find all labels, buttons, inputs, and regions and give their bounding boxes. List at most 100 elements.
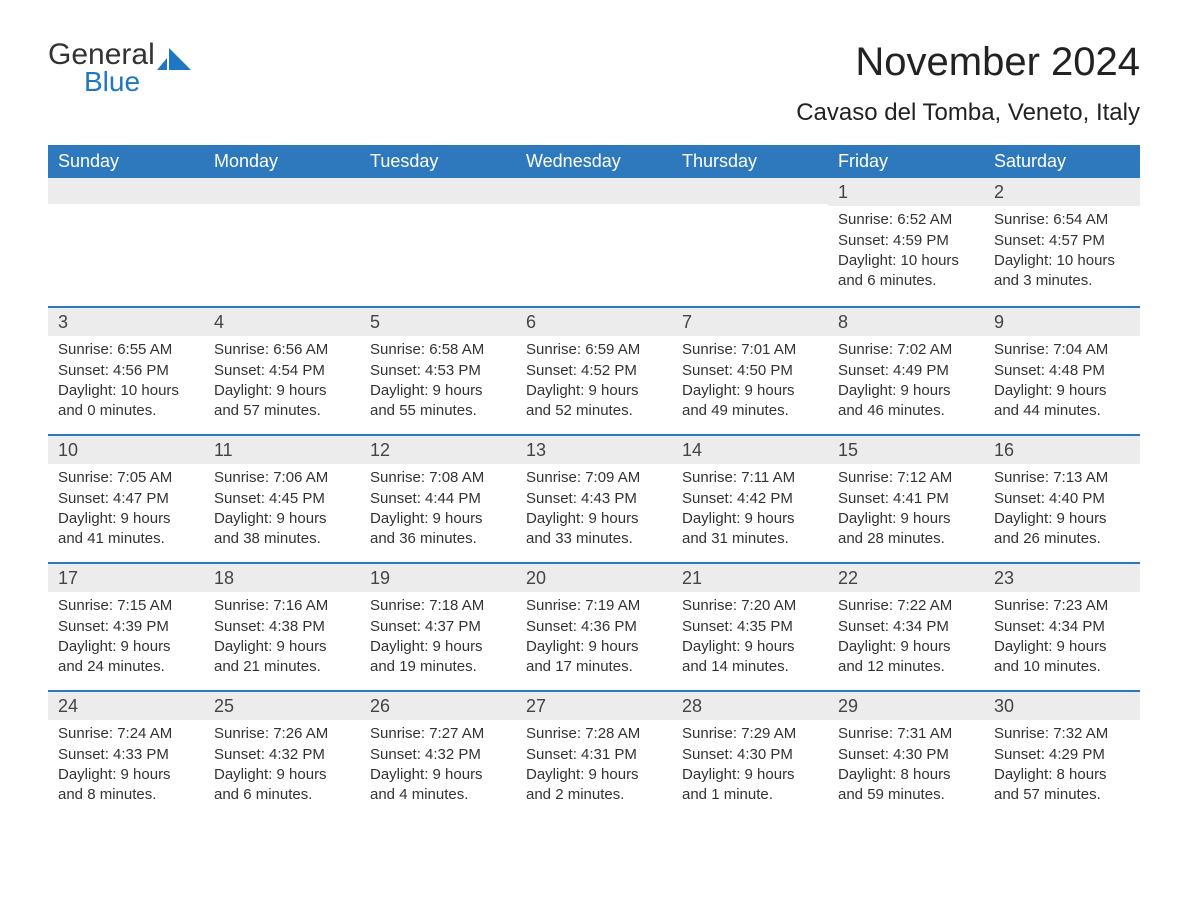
day-number: 8 bbox=[828, 308, 984, 336]
day-cell: 20Sunrise: 7:19 AMSunset: 4:36 PMDayligh… bbox=[516, 564, 672, 690]
sunrise-line: Sunrise: 7:13 AM bbox=[994, 468, 1130, 488]
day-body: Sunrise: 7:31 AMSunset: 4:30 PMDaylight:… bbox=[828, 720, 984, 817]
daylight-line-2: and 4 minutes. bbox=[370, 785, 506, 805]
sunset-line: Sunset: 4:32 PM bbox=[214, 745, 350, 765]
day-cell: 2Sunrise: 6:54 AMSunset: 4:57 PMDaylight… bbox=[984, 178, 1140, 306]
sunrise-line: Sunrise: 7:08 AM bbox=[370, 468, 506, 488]
day-cell: 10Sunrise: 7:05 AMSunset: 4:47 PMDayligh… bbox=[48, 436, 204, 562]
day-body: Sunrise: 7:18 AMSunset: 4:37 PMDaylight:… bbox=[360, 592, 516, 689]
sunset-line: Sunset: 4:32 PM bbox=[370, 745, 506, 765]
day-number: 1 bbox=[828, 178, 984, 206]
empty-day-bar bbox=[48, 178, 204, 204]
day-body: Sunrise: 7:01 AMSunset: 4:50 PMDaylight:… bbox=[672, 336, 828, 433]
day-number: 26 bbox=[360, 692, 516, 720]
daylight-line-2: and 44 minutes. bbox=[994, 401, 1130, 421]
day-cell: 15Sunrise: 7:12 AMSunset: 4:41 PMDayligh… bbox=[828, 436, 984, 562]
daylight-line-1: Daylight: 9 hours bbox=[994, 381, 1130, 401]
daylight-line-2: and 21 minutes. bbox=[214, 657, 350, 677]
sunset-line: Sunset: 4:59 PM bbox=[838, 231, 974, 251]
day-number: 3 bbox=[48, 308, 204, 336]
daylight-line-2: and 24 minutes. bbox=[58, 657, 194, 677]
daylight-line-1: Daylight: 9 hours bbox=[214, 381, 350, 401]
day-number: 14 bbox=[672, 436, 828, 464]
daylight-line-2: and 14 minutes. bbox=[682, 657, 818, 677]
logo-text-block: General Blue bbox=[48, 40, 191, 98]
daylight-line-1: Daylight: 9 hours bbox=[682, 637, 818, 657]
day-number: 17 bbox=[48, 564, 204, 592]
sunset-line: Sunset: 4:49 PM bbox=[838, 361, 974, 381]
day-cell: 22Sunrise: 7:22 AMSunset: 4:34 PMDayligh… bbox=[828, 564, 984, 690]
daylight-line-1: Daylight: 9 hours bbox=[370, 637, 506, 657]
day-cell: 9Sunrise: 7:04 AMSunset: 4:48 PMDaylight… bbox=[984, 308, 1140, 434]
day-cell bbox=[360, 178, 516, 306]
daylight-line-2: and 17 minutes. bbox=[526, 657, 662, 677]
daylight-line-1: Daylight: 9 hours bbox=[994, 509, 1130, 529]
sunset-line: Sunset: 4:54 PM bbox=[214, 361, 350, 381]
daylight-line-2: and 38 minutes. bbox=[214, 529, 350, 549]
day-number: 24 bbox=[48, 692, 204, 720]
sunrise-line: Sunrise: 6:54 AM bbox=[994, 210, 1130, 230]
day-cell: 23Sunrise: 7:23 AMSunset: 4:34 PMDayligh… bbox=[984, 564, 1140, 690]
day-cell: 8Sunrise: 7:02 AMSunset: 4:49 PMDaylight… bbox=[828, 308, 984, 434]
day-body: Sunrise: 7:20 AMSunset: 4:35 PMDaylight:… bbox=[672, 592, 828, 689]
day-body: Sunrise: 7:09 AMSunset: 4:43 PMDaylight:… bbox=[516, 464, 672, 561]
month-title: November 2024 bbox=[796, 40, 1140, 85]
day-cell: 16Sunrise: 7:13 AMSunset: 4:40 PMDayligh… bbox=[984, 436, 1140, 562]
day-number: 7 bbox=[672, 308, 828, 336]
day-body: Sunrise: 6:59 AMSunset: 4:52 PMDaylight:… bbox=[516, 336, 672, 433]
day-cell: 11Sunrise: 7:06 AMSunset: 4:45 PMDayligh… bbox=[204, 436, 360, 562]
sunset-line: Sunset: 4:34 PM bbox=[838, 617, 974, 637]
sunrise-line: Sunrise: 7:28 AM bbox=[526, 724, 662, 744]
day-cell: 18Sunrise: 7:16 AMSunset: 4:38 PMDayligh… bbox=[204, 564, 360, 690]
logo-word2: Blue bbox=[84, 66, 191, 98]
sunrise-line: Sunrise: 7:05 AM bbox=[58, 468, 194, 488]
day-cell: 14Sunrise: 7:11 AMSunset: 4:42 PMDayligh… bbox=[672, 436, 828, 562]
daylight-line-2: and 33 minutes. bbox=[526, 529, 662, 549]
empty-day-bar bbox=[516, 178, 672, 204]
empty-day-bar bbox=[360, 178, 516, 204]
day-body: Sunrise: 6:54 AMSunset: 4:57 PMDaylight:… bbox=[984, 206, 1140, 303]
day-number: 10 bbox=[48, 436, 204, 464]
sunrise-line: Sunrise: 7:09 AM bbox=[526, 468, 662, 488]
daylight-line-1: Daylight: 9 hours bbox=[682, 509, 818, 529]
daylight-line-1: Daylight: 9 hours bbox=[370, 765, 506, 785]
daylight-line-2: and 26 minutes. bbox=[994, 529, 1130, 549]
day-body: Sunrise: 7:13 AMSunset: 4:40 PMDaylight:… bbox=[984, 464, 1140, 561]
day-number: 19 bbox=[360, 564, 516, 592]
sunrise-line: Sunrise: 7:19 AM bbox=[526, 596, 662, 616]
day-cell: 12Sunrise: 7:08 AMSunset: 4:44 PMDayligh… bbox=[360, 436, 516, 562]
empty-day-bar bbox=[204, 178, 360, 204]
day-cell bbox=[48, 178, 204, 306]
daylight-line-1: Daylight: 9 hours bbox=[214, 765, 350, 785]
daylight-line-1: Daylight: 8 hours bbox=[994, 765, 1130, 785]
sunset-line: Sunset: 4:37 PM bbox=[370, 617, 506, 637]
sunrise-line: Sunrise: 6:59 AM bbox=[526, 340, 662, 360]
day-header: Wednesday bbox=[516, 145, 672, 178]
day-cell: 13Sunrise: 7:09 AMSunset: 4:43 PMDayligh… bbox=[516, 436, 672, 562]
sunset-line: Sunset: 4:44 PM bbox=[370, 489, 506, 509]
day-header: Thursday bbox=[672, 145, 828, 178]
sunset-line: Sunset: 4:47 PM bbox=[58, 489, 194, 509]
sunrise-line: Sunrise: 7:22 AM bbox=[838, 596, 974, 616]
day-number: 27 bbox=[516, 692, 672, 720]
day-cell bbox=[672, 178, 828, 306]
calendar-header-row: SundayMondayTuesdayWednesdayThursdayFrid… bbox=[48, 145, 1140, 178]
logo-mark-icon bbox=[157, 48, 191, 70]
day-number: 23 bbox=[984, 564, 1140, 592]
sunrise-line: Sunrise: 6:56 AM bbox=[214, 340, 350, 360]
day-cell: 17Sunrise: 7:15 AMSunset: 4:39 PMDayligh… bbox=[48, 564, 204, 690]
calendar: SundayMondayTuesdayWednesdayThursdayFrid… bbox=[48, 145, 1140, 818]
day-cell: 24Sunrise: 7:24 AMSunset: 4:33 PMDayligh… bbox=[48, 692, 204, 818]
day-cell bbox=[204, 178, 360, 306]
daylight-line-1: Daylight: 9 hours bbox=[526, 765, 662, 785]
day-header: Sunday bbox=[48, 145, 204, 178]
day-body: Sunrise: 7:24 AMSunset: 4:33 PMDaylight:… bbox=[48, 720, 204, 817]
daylight-line-1: Daylight: 9 hours bbox=[838, 637, 974, 657]
daylight-line-2: and 46 minutes. bbox=[838, 401, 974, 421]
day-cell: 21Sunrise: 7:20 AMSunset: 4:35 PMDayligh… bbox=[672, 564, 828, 690]
sunset-line: Sunset: 4:45 PM bbox=[214, 489, 350, 509]
empty-day-bar bbox=[672, 178, 828, 204]
sunrise-line: Sunrise: 7:04 AM bbox=[994, 340, 1130, 360]
sunset-line: Sunset: 4:56 PM bbox=[58, 361, 194, 381]
sunset-line: Sunset: 4:52 PM bbox=[526, 361, 662, 381]
